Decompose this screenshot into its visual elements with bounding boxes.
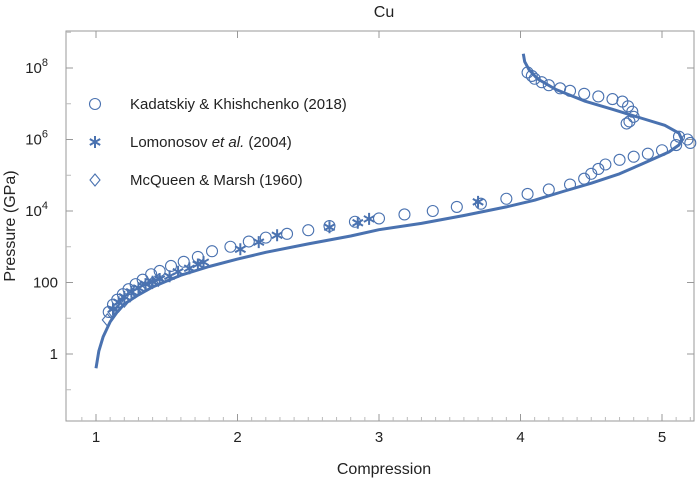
star-data-point xyxy=(253,236,265,249)
circle-data-point xyxy=(145,268,158,281)
star-data-point xyxy=(234,243,247,256)
circle-data-point xyxy=(528,72,541,85)
circle-data-point xyxy=(426,204,439,218)
circle-data-point xyxy=(681,133,694,146)
circle-data-point xyxy=(224,240,237,253)
star-data-point xyxy=(352,216,364,229)
circle-data-point xyxy=(521,66,534,79)
circle-data-point xyxy=(259,231,272,244)
circle-data-point xyxy=(542,183,555,196)
star-data-point xyxy=(363,212,375,225)
y-tick-label: 100 xyxy=(33,275,58,292)
circle-data-point xyxy=(450,200,463,213)
diamond-data-point xyxy=(141,278,153,292)
legend-marker-star xyxy=(89,136,101,148)
circle-data-point xyxy=(242,235,255,248)
circle-data-point xyxy=(641,147,654,160)
circle-data-point xyxy=(563,178,577,191)
circle-data-point xyxy=(563,84,577,97)
circle-data-point xyxy=(398,208,411,221)
x-tick-label: 2 xyxy=(233,429,241,446)
circle-data-point xyxy=(535,76,548,89)
circle-data-point xyxy=(670,138,683,152)
chart-title: Cu xyxy=(374,4,394,21)
diamond-data-point xyxy=(152,273,164,288)
x-tick-label: 1 xyxy=(92,429,100,446)
circle-data-point xyxy=(672,130,686,143)
series-star xyxy=(107,195,484,316)
diamond-data-point xyxy=(146,275,159,290)
y-tick-label: 108 xyxy=(25,57,48,77)
star-data-point xyxy=(197,256,210,269)
circle-data-point xyxy=(177,255,190,268)
legend: Kadatskiy & Khishchenko (2018) Lomonosov … xyxy=(88,96,347,189)
circle-data-point xyxy=(599,158,612,171)
circle-data-point xyxy=(500,192,513,205)
circle-data-point xyxy=(592,90,605,103)
legend-label: Lomonosov et al. (2004) xyxy=(130,134,292,151)
circle-data-point xyxy=(606,93,619,106)
y-tick-label: 104 xyxy=(25,200,48,220)
circle-data-point xyxy=(205,245,219,258)
star-data-point xyxy=(472,195,484,208)
diamond-data-point xyxy=(135,281,147,295)
circle-data-point xyxy=(627,110,640,123)
x-tick-label: 3 xyxy=(375,429,383,446)
circle-data-point xyxy=(655,144,669,157)
circle-data-point xyxy=(623,115,636,128)
circle-data-point xyxy=(521,187,534,200)
x-tick-label: 4 xyxy=(516,429,524,446)
circle-data-point xyxy=(578,172,591,185)
circle-data-point xyxy=(620,117,633,130)
circle-data-point xyxy=(684,136,697,150)
diamond-data-point xyxy=(129,284,142,299)
star-data-point xyxy=(323,221,336,234)
x-tick-label: 5 xyxy=(658,429,666,446)
y-tick-label: 106 xyxy=(25,129,48,149)
y-axis-label: Pressure (GPa) xyxy=(2,170,19,281)
x-axis: 1 2 3 4 5 xyxy=(81,31,691,446)
legend-marker-diamond xyxy=(89,173,101,187)
series-layer xyxy=(94,53,697,369)
circle-data-point xyxy=(164,259,178,273)
circle-data-point xyxy=(280,227,294,240)
legend-label: Kadatskiy & Khishchenko (2018) xyxy=(130,96,347,113)
circle-data-point xyxy=(627,150,640,163)
legend-marker-circle xyxy=(88,97,102,111)
star-data-point xyxy=(172,265,184,278)
diamond-data-point xyxy=(124,289,136,303)
star-data-point xyxy=(271,229,283,242)
circle-data-point xyxy=(542,79,555,92)
diamond-data-point xyxy=(101,313,114,327)
circle-data-point xyxy=(525,69,538,82)
plot-frame xyxy=(65,30,695,422)
y-tick-label: 1 xyxy=(50,346,58,363)
circle-data-point xyxy=(613,153,626,166)
circle-data-point xyxy=(578,87,591,100)
series-diamond xyxy=(101,273,164,327)
legend-label: McQueen & Marsh (1960) xyxy=(130,172,303,189)
y-axis: 1 100 104 106 108 xyxy=(25,31,694,391)
circle-data-point xyxy=(302,224,315,237)
x-axis-label: Compression xyxy=(337,461,431,478)
circle-data-point xyxy=(372,212,386,225)
